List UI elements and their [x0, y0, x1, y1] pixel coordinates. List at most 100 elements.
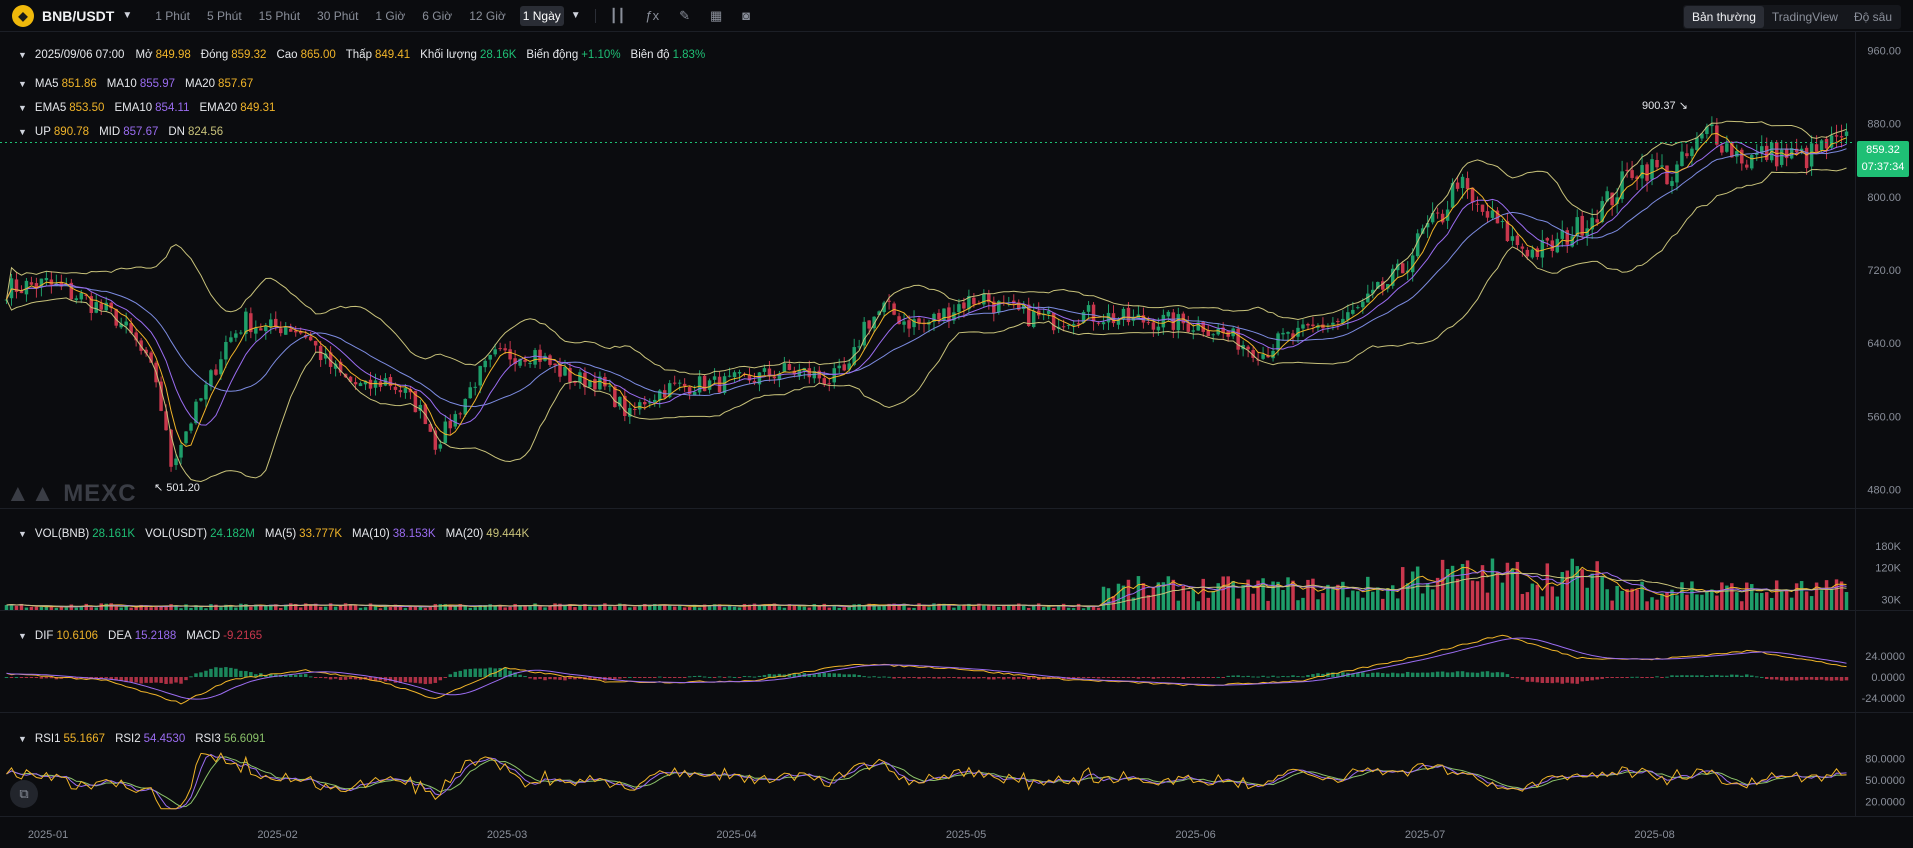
volume-bar	[443, 604, 448, 610]
layout-grid-icon[interactable]: ▦	[709, 7, 723, 23]
collapse-chevron-icon[interactable]: ▼	[18, 529, 27, 539]
candle-body	[49, 279, 54, 285]
volume-bar	[1151, 587, 1156, 610]
volume-bar	[1490, 558, 1495, 610]
volume-bar	[1804, 591, 1809, 610]
symbol-selector[interactable]: BNB/USDT	[42, 7, 115, 24]
candle-body	[817, 370, 822, 379]
candle-body	[234, 333, 238, 338]
candle-body	[912, 319, 916, 328]
volume-bar	[917, 603, 921, 610]
chart-settings-icon[interactable]: ⧉	[10, 780, 38, 808]
macd-histogram-bar	[862, 676, 866, 678]
volume-bar	[672, 606, 677, 610]
macd-histogram-bar	[1520, 677, 1525, 680]
volume-bar	[224, 604, 228, 610]
macd-histogram-bar	[1725, 675, 1729, 677]
indicators-icon[interactable]: ƒx	[645, 8, 660, 23]
chart-canvas[interactable]: 960.00 880.00 800.00 720.00 640.00 560.00 480.…	[0, 32, 1913, 848]
macd-histogram-bar	[1241, 676, 1245, 678]
volume-bar	[433, 604, 438, 610]
interval-option[interactable]: 1 Giờ	[375, 8, 406, 23]
interval-option[interactable]: 1 Ngày	[519, 5, 564, 26]
macd-histogram-bar	[418, 677, 423, 684]
interval-option[interactable]: 1 Phút	[155, 8, 190, 23]
candle-body	[533, 350, 537, 365]
candle-body	[298, 330, 303, 334]
volume-bar	[1171, 579, 1176, 610]
collapse-chevron-icon[interactable]: ▼	[18, 50, 27, 60]
candle-date: 2025/09/06 07:00	[34, 49, 125, 61]
volume-bar	[1181, 585, 1186, 610]
candle-body	[1665, 165, 1669, 185]
candle-body	[942, 308, 946, 321]
interval-option[interactable]: 15 Phút	[258, 8, 301, 23]
candle-body	[598, 376, 602, 390]
macd-histogram-bar	[318, 677, 323, 678]
interval-dropdown-caret-icon[interactable]: ▼	[570, 10, 581, 21]
collapse-chevron-icon[interactable]: ▼	[18, 734, 27, 744]
volume-bar	[513, 603, 517, 610]
volume-bar	[49, 606, 54, 610]
volume-bar	[1784, 589, 1789, 610]
time-axis-tick: 2025-03	[487, 829, 527, 841]
screenshot-camera-icon[interactable]: ◙	[742, 8, 751, 23]
collapse-chevron-icon[interactable]: ▼	[18, 79, 27, 89]
candle-body	[259, 328, 263, 331]
collapse-chevron-icon[interactable]: ▼	[18, 127, 27, 137]
macd-histogram-bar	[912, 677, 916, 678]
candle-body	[648, 402, 652, 404]
candle-body	[857, 346, 861, 348]
candle-body	[1390, 268, 1395, 286]
interval-option[interactable]: 12 Giờ	[469, 8, 506, 23]
volume-bar	[388, 607, 393, 610]
volume-bar	[897, 605, 901, 610]
macd-histogram-bar	[1605, 677, 1609, 678]
price-axis-tick: 880.00	[1867, 119, 1901, 131]
collapse-chevron-icon[interactable]: ▼	[18, 631, 27, 641]
macd-histogram-bar	[787, 673, 792, 677]
candle-body	[822, 378, 827, 385]
volume-bar	[1186, 591, 1191, 610]
macd-histogram-bar	[214, 667, 218, 677]
view-mode-option[interactable]: Bản thường	[1683, 6, 1764, 28]
macd-histogram-bar	[543, 677, 547, 681]
volume-bar	[687, 607, 692, 610]
candle-body	[528, 362, 532, 364]
volume-bar	[1625, 589, 1629, 610]
macd-histogram-bar	[1755, 676, 1759, 678]
view-mode-option[interactable]: Độ sâu	[1853, 10, 1892, 24]
candle-body	[1161, 314, 1166, 328]
candle-body	[34, 283, 39, 289]
volume-bar	[313, 603, 318, 610]
interval-option[interactable]: 30 Phút	[317, 8, 359, 23]
macd-histogram-bar	[573, 677, 577, 680]
draw-pencil-icon[interactable]: ✎	[679, 7, 690, 23]
high-value: 865.00	[300, 49, 336, 61]
macd-histogram-bar	[119, 677, 123, 682]
ma20-label: MA20	[185, 78, 216, 90]
candle-body	[1465, 178, 1470, 190]
volume-bar	[189, 607, 193, 610]
view-mode-option[interactable]: TradingView	[1771, 10, 1838, 24]
collapse-chevron-icon[interactable]: ▼	[18, 103, 27, 113]
interval-option[interactable]: 5 Phút	[206, 8, 242, 23]
candle-body	[229, 337, 233, 342]
candle-type-icon[interactable]: ┃┃	[609, 7, 626, 23]
macd-histogram-bar	[224, 667, 228, 677]
macd-histogram-bar	[662, 677, 667, 678]
volume-bar	[418, 606, 423, 610]
volume-bar	[1675, 595, 1679, 610]
candle-body	[1146, 322, 1151, 324]
volume-bar	[129, 607, 133, 610]
volume-bar	[104, 603, 108, 610]
symbol-dropdown-caret-icon[interactable]: ▼	[122, 10, 133, 21]
candle-body	[628, 408, 632, 417]
macd-histogram-bar	[1715, 674, 1719, 677]
macd-histogram-bar	[1590, 677, 1594, 681]
macd-histogram-bar	[1745, 674, 1749, 677]
volume-bar	[712, 604, 717, 610]
candle-body	[1804, 147, 1809, 169]
interval-option[interactable]: 6 Giờ	[422, 8, 453, 23]
macd-histogram-bar	[1271, 675, 1275, 677]
